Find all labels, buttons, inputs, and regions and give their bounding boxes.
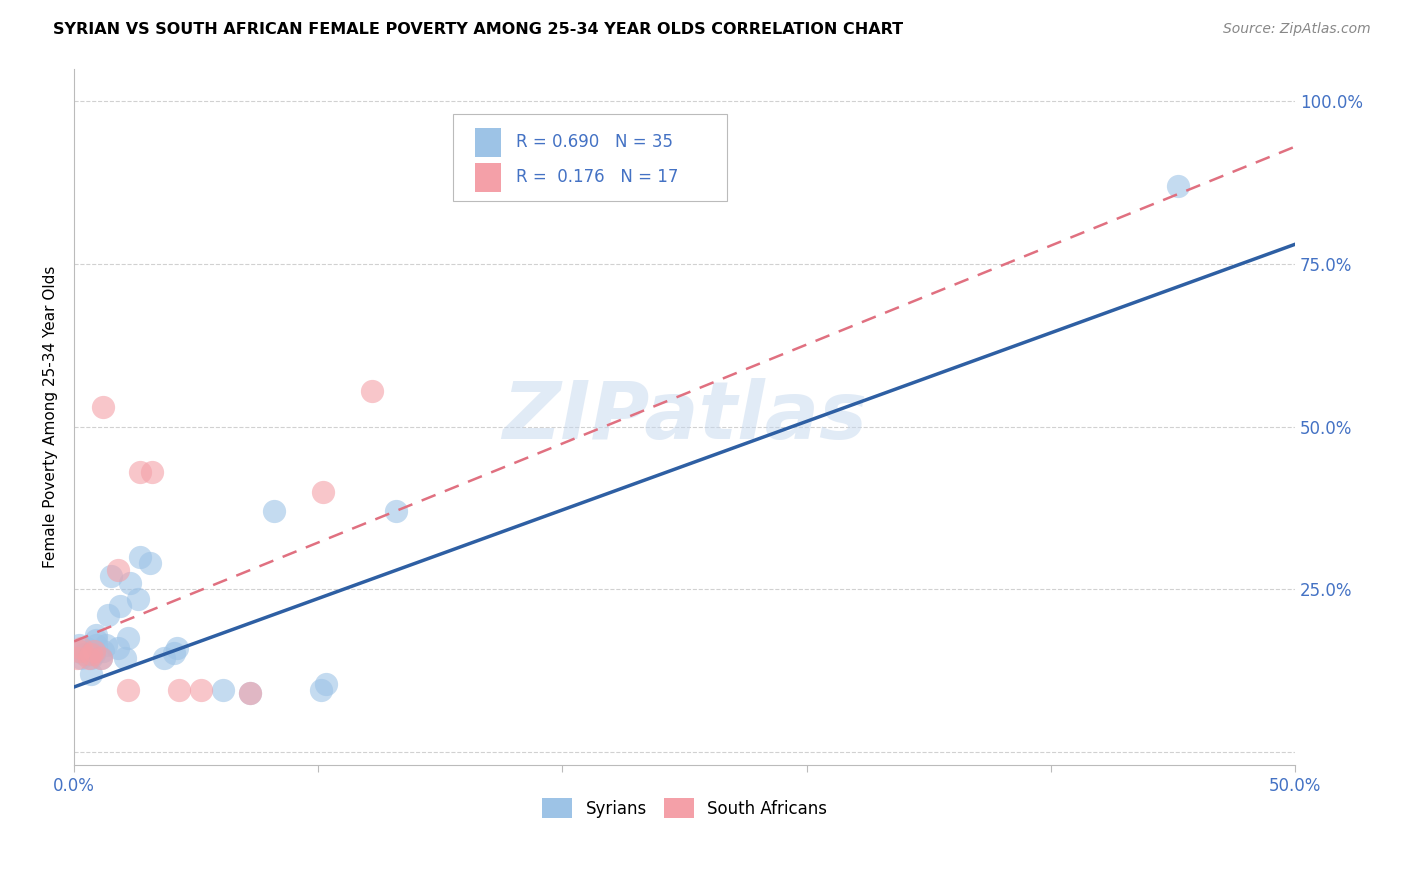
FancyBboxPatch shape bbox=[475, 128, 502, 157]
Point bbox=[90, 650, 112, 665]
Point bbox=[84, 628, 107, 642]
Point bbox=[190, 683, 212, 698]
Point bbox=[361, 384, 384, 398]
Point bbox=[315, 677, 337, 691]
Point bbox=[166, 640, 188, 655]
Text: Source: ZipAtlas.com: Source: ZipAtlas.com bbox=[1223, 22, 1371, 37]
Point bbox=[127, 592, 149, 607]
Point bbox=[1167, 178, 1189, 193]
Point bbox=[153, 650, 176, 665]
Point bbox=[93, 644, 115, 658]
Point bbox=[65, 650, 87, 665]
Point bbox=[114, 650, 136, 665]
Point bbox=[83, 644, 105, 658]
Legend: Syrians, South Africans: Syrians, South Africans bbox=[536, 792, 834, 824]
Text: SYRIAN VS SOUTH AFRICAN FEMALE POVERTY AMONG 25-34 YEAR OLDS CORRELATION CHART: SYRIAN VS SOUTH AFRICAN FEMALE POVERTY A… bbox=[53, 22, 904, 37]
Point bbox=[80, 648, 103, 662]
Point bbox=[90, 650, 112, 665]
Point bbox=[129, 549, 152, 564]
Point bbox=[83, 648, 105, 662]
Point bbox=[93, 400, 115, 414]
Point bbox=[263, 504, 285, 518]
Point bbox=[70, 640, 93, 655]
Point bbox=[117, 631, 139, 645]
Point bbox=[77, 650, 100, 665]
Text: R =  0.176   N = 17: R = 0.176 N = 17 bbox=[516, 169, 679, 186]
FancyBboxPatch shape bbox=[475, 162, 502, 192]
Point bbox=[107, 640, 129, 655]
Point bbox=[84, 633, 107, 648]
Point bbox=[212, 683, 235, 698]
Point bbox=[80, 650, 103, 665]
Point bbox=[97, 608, 120, 623]
Point bbox=[120, 575, 142, 590]
Point bbox=[80, 667, 103, 681]
Point bbox=[84, 638, 107, 652]
Point bbox=[67, 644, 90, 658]
Point bbox=[141, 465, 163, 479]
Point bbox=[239, 686, 262, 700]
FancyBboxPatch shape bbox=[453, 114, 727, 201]
Point bbox=[67, 638, 90, 652]
Text: R = 0.690   N = 35: R = 0.690 N = 35 bbox=[516, 134, 673, 152]
Point bbox=[163, 646, 186, 660]
Point bbox=[110, 599, 132, 613]
Text: ZIPatlas: ZIPatlas bbox=[502, 378, 868, 456]
Point bbox=[117, 683, 139, 698]
Point bbox=[385, 504, 408, 518]
Point bbox=[129, 465, 152, 479]
Point bbox=[167, 683, 190, 698]
Point bbox=[139, 556, 162, 570]
Point bbox=[100, 569, 122, 583]
Point bbox=[107, 563, 129, 577]
Point bbox=[309, 683, 332, 698]
Point bbox=[70, 650, 93, 665]
Point bbox=[83, 644, 105, 658]
Point bbox=[75, 640, 97, 655]
Point bbox=[239, 686, 262, 700]
Point bbox=[67, 644, 90, 658]
Point bbox=[73, 648, 96, 662]
Point bbox=[312, 484, 335, 499]
Y-axis label: Female Poverty Among 25-34 Year Olds: Female Poverty Among 25-34 Year Olds bbox=[44, 266, 58, 568]
Point bbox=[94, 638, 117, 652]
